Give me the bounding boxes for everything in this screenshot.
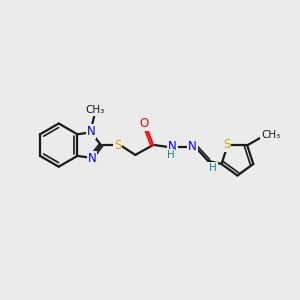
Text: CH₃: CH₃	[261, 130, 280, 140]
Text: O: O	[140, 117, 149, 130]
Text: N: N	[188, 140, 197, 153]
Text: N: N	[88, 152, 97, 165]
Text: H: H	[209, 163, 217, 173]
Text: CH₃: CH₃	[85, 105, 105, 115]
Text: N: N	[87, 125, 95, 138]
Text: N: N	[168, 140, 177, 153]
Text: S: S	[114, 139, 122, 152]
Text: S: S	[223, 138, 230, 151]
Text: H: H	[167, 150, 175, 160]
